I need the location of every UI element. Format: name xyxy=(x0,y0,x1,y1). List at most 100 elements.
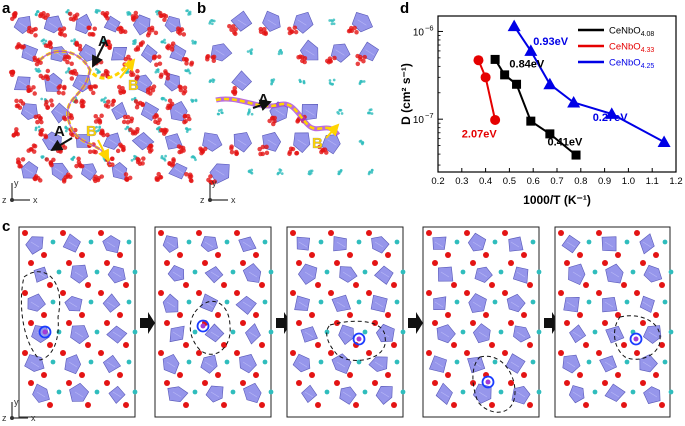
oxygen-atom xyxy=(309,372,315,378)
nbo4-polyhedron xyxy=(162,354,180,375)
cerium-atom xyxy=(394,359,400,365)
cerium-atom xyxy=(356,299,362,305)
oxygen-atom xyxy=(640,260,646,266)
cerium-atom xyxy=(498,329,504,335)
nbo4-polyhedron xyxy=(562,354,581,374)
oxygen-atom xyxy=(489,402,495,408)
cerium-atom xyxy=(536,269,542,275)
x-tick-label: 1.0 xyxy=(622,176,635,187)
oxygen-atom xyxy=(527,342,533,348)
oxygen-atom xyxy=(183,342,189,348)
oxygen-atom xyxy=(234,230,240,236)
nbo4-polyhedron xyxy=(513,325,531,343)
cerium-atom xyxy=(460,389,466,395)
oxygen-atom xyxy=(68,68,79,81)
oxygen-atom xyxy=(145,25,159,38)
x-tick-label: 0.5 xyxy=(503,176,516,187)
cerium-atom xyxy=(530,359,536,365)
activation-energy-label: 0.93eV xyxy=(533,36,569,48)
oxygen-atom xyxy=(66,320,72,326)
oxygen-atom xyxy=(176,144,186,155)
x-axis-label: 1000/T (K⁻¹) xyxy=(523,193,591,207)
oxygen-atom xyxy=(391,282,397,288)
oxygen-atom xyxy=(22,230,28,236)
cerium-atom xyxy=(262,239,268,245)
data-point xyxy=(567,95,581,108)
oxygen-atom xyxy=(385,312,391,318)
oxygen-atom xyxy=(116,84,127,96)
oxygen-atom xyxy=(508,380,514,386)
data-point xyxy=(500,70,510,80)
cerium-atom xyxy=(592,389,598,395)
cerium-atom xyxy=(132,329,138,335)
cerium-atom xyxy=(668,329,674,335)
oxygen-atom xyxy=(43,40,53,50)
oxygen-atom xyxy=(489,342,495,348)
oxygen-atom xyxy=(14,98,26,110)
oxygen-atom xyxy=(165,41,176,52)
oxygen-atom xyxy=(634,230,640,236)
cerium-atom xyxy=(224,359,230,365)
oxygen-atom xyxy=(74,40,83,52)
oxygen-atom xyxy=(123,402,129,408)
oxygen-atom xyxy=(177,312,183,318)
nbo4-polyhedron xyxy=(233,132,252,153)
cerium-atom xyxy=(192,389,198,395)
cerium-atom xyxy=(154,68,160,74)
cerium-atom xyxy=(50,359,56,365)
x-tick-label: 1.1 xyxy=(646,176,659,187)
oxygen-atom xyxy=(577,252,583,258)
oxygen-atom xyxy=(366,350,372,356)
oxygen-atom xyxy=(315,282,321,288)
nbo4-polyhedron xyxy=(168,162,188,180)
cerium-atom xyxy=(160,96,168,102)
cerium-atom xyxy=(394,299,400,305)
oxygen-atom xyxy=(158,290,164,296)
nbo4-polyhedron xyxy=(21,161,39,179)
oxygen-atom xyxy=(596,290,602,296)
arrow-icon xyxy=(50,137,73,152)
x-tick-label: 0.3 xyxy=(455,176,468,187)
panel-label-b: b xyxy=(197,0,207,17)
cerium-atom xyxy=(230,269,236,275)
nbo4-polyhedron xyxy=(639,233,655,255)
oxygen-atom xyxy=(258,26,268,37)
oxygen-atom xyxy=(98,230,104,236)
x-tick-label: 0.2 xyxy=(431,176,444,187)
data-point xyxy=(490,114,501,125)
snapshot-frame xyxy=(286,226,406,418)
oxygen-atom xyxy=(372,320,378,326)
path-label: A xyxy=(258,91,269,108)
oxygen-atom xyxy=(221,402,227,408)
oxygen-atom xyxy=(93,113,104,125)
nbo4-polyhedron xyxy=(102,235,121,254)
oxygen-atom xyxy=(353,402,359,408)
oxygen-atom xyxy=(445,312,451,318)
oxygen-atom xyxy=(483,252,489,258)
nbo4-polyhedron xyxy=(204,323,225,343)
cerium-atom xyxy=(34,67,42,74)
oxygen-atom xyxy=(28,320,34,326)
nbo4-polyhedron xyxy=(375,323,395,343)
oxygen-atom xyxy=(85,282,91,288)
nbo4-polyhedron xyxy=(605,263,624,284)
nbo4-polyhedron xyxy=(370,294,388,313)
oxygen-atom xyxy=(181,56,195,67)
nbo4-polyhedron xyxy=(351,12,373,33)
nbo4-polyhedron xyxy=(102,354,122,374)
series-CeNbO4.08 xyxy=(490,54,581,160)
oxygen-atom xyxy=(240,260,246,266)
oxygen-atom xyxy=(117,372,123,378)
axis-z-label: z xyxy=(2,413,7,423)
oxygen-atom xyxy=(177,84,188,96)
nbo4-polyhedron xyxy=(506,293,526,313)
oxygen-atom xyxy=(640,320,646,326)
oxygen-atom xyxy=(355,53,367,67)
oxygen-atom xyxy=(296,54,308,65)
oxygen-atom xyxy=(146,143,154,154)
oxygen-atom xyxy=(621,342,627,348)
oxygen-atom xyxy=(43,98,55,111)
oxygen-atom xyxy=(640,380,646,386)
oxygen-atom xyxy=(32,55,43,67)
oxygen-atom xyxy=(98,350,104,356)
